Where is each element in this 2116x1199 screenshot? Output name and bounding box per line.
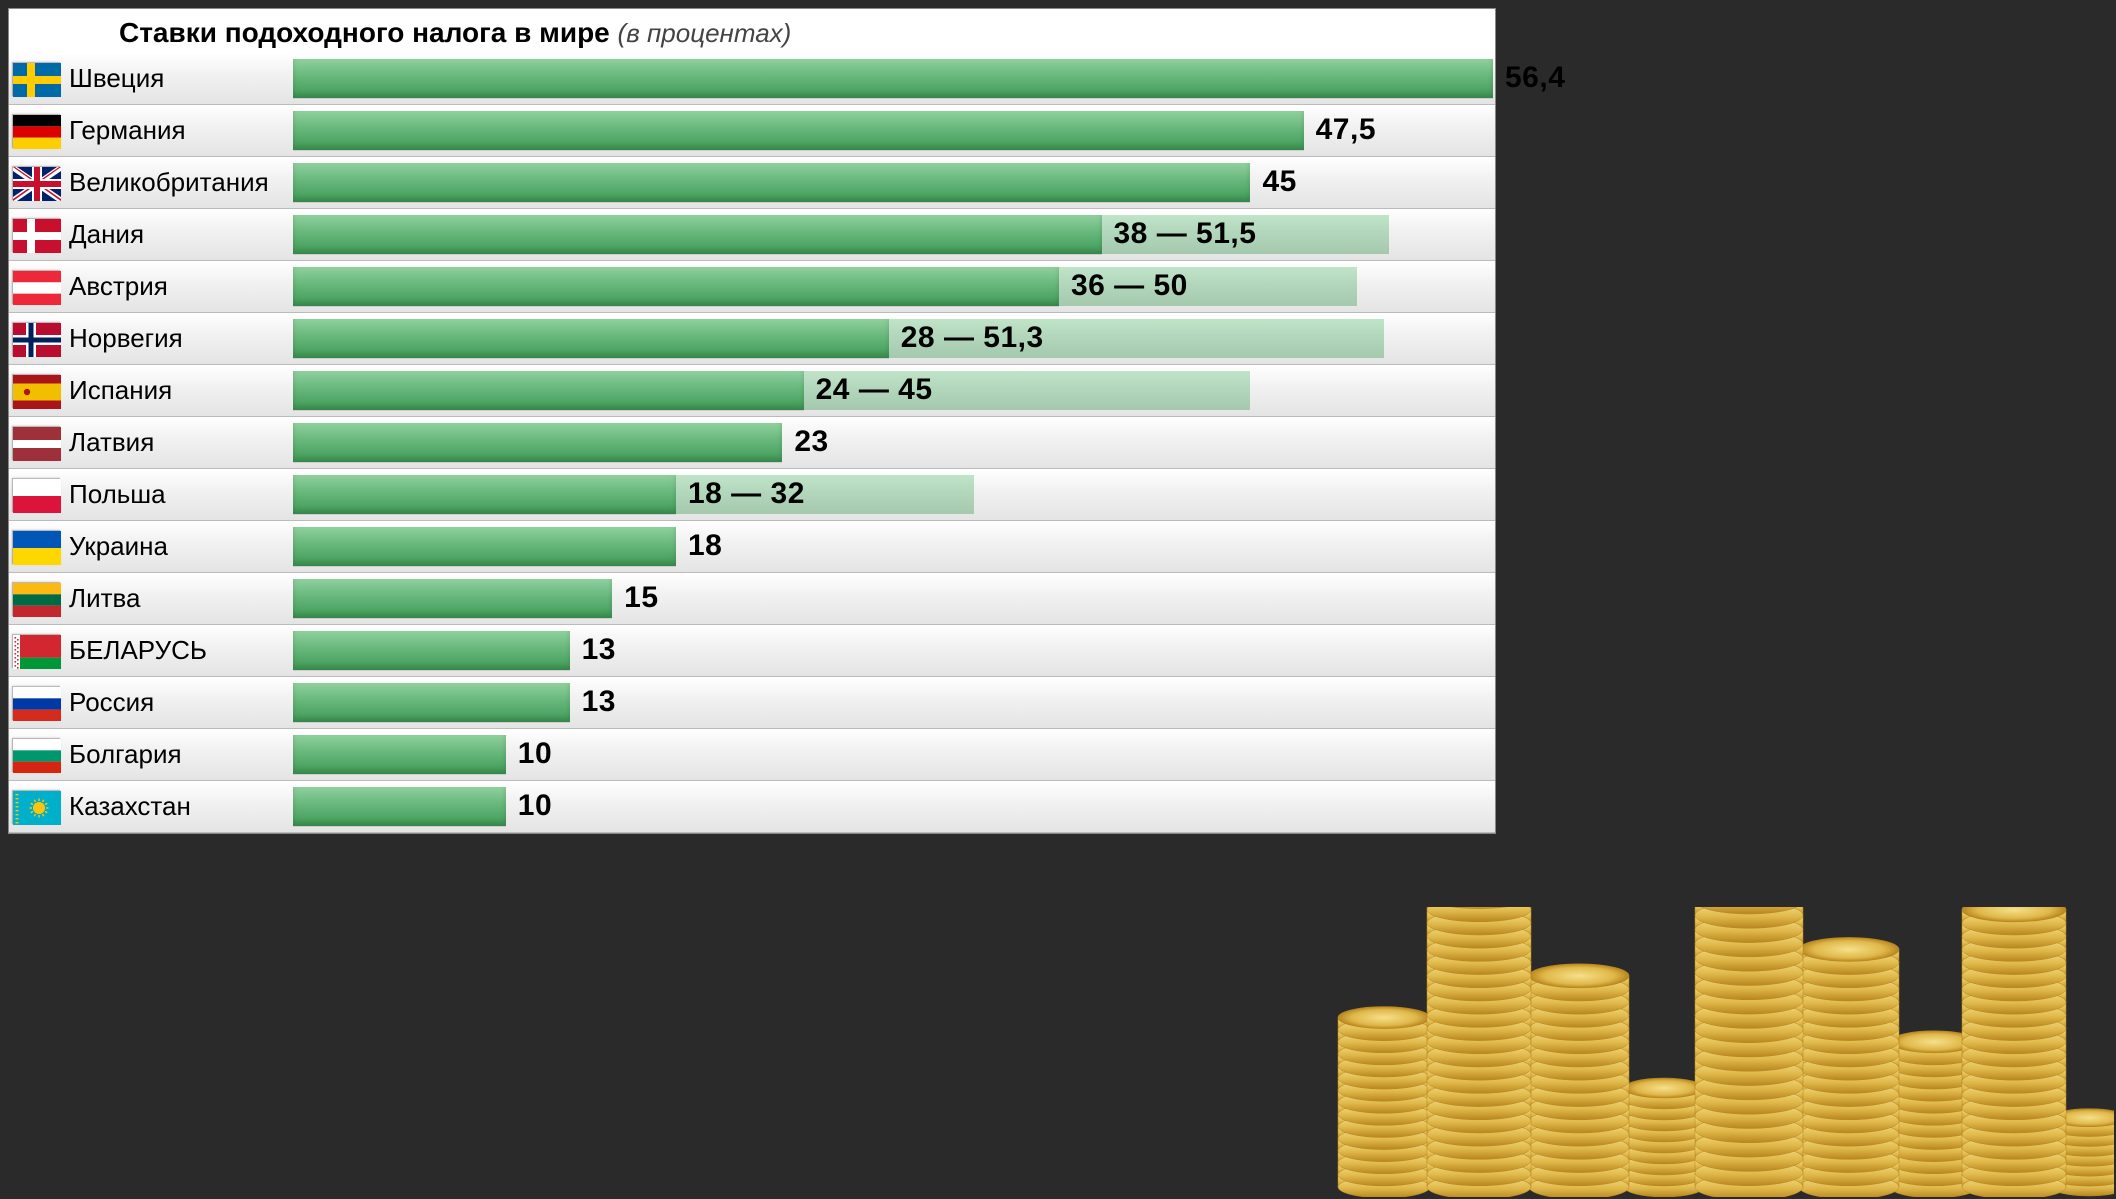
bar-main	[293, 215, 1102, 254]
coins-decorative-image	[1294, 907, 2114, 1197]
bar-area: 38 — 51,5	[293, 209, 1495, 260]
chart-row: Болгария 10	[9, 729, 1495, 781]
country-label: Испания	[63, 365, 293, 416]
chart-row: Латвия 23	[9, 417, 1495, 469]
bar-area: 10	[293, 729, 1495, 780]
bar-area: 28 — 51,3	[293, 313, 1495, 364]
chart-row: Казахстан 10	[9, 781, 1495, 833]
bar-main	[293, 111, 1304, 150]
chart-title-bold: Ставки подоходного налога в мире	[119, 17, 610, 48]
flag-germany-icon	[9, 105, 63, 156]
value-label: 56,4	[1505, 60, 1565, 94]
bar-area: 36 — 50	[293, 261, 1495, 312]
bar-main	[293, 579, 612, 618]
country-label: Россия	[63, 677, 293, 728]
bar-main	[293, 683, 570, 722]
value-label: 24 — 45	[816, 372, 933, 406]
country-label: Норвегия	[63, 313, 293, 364]
value-label: 28 — 51,3	[901, 320, 1044, 354]
value-label: 36 — 50	[1071, 268, 1188, 302]
flag-russia-icon	[9, 677, 63, 728]
bar-area: 10	[293, 781, 1495, 832]
country-label: Литва	[63, 573, 293, 624]
value-label: 13	[582, 684, 616, 718]
bar-area: 24 — 45	[293, 365, 1495, 416]
value-label: 13	[582, 632, 616, 666]
bar-area: 47,5	[293, 105, 1495, 156]
value-label: 38 — 51,5	[1114, 216, 1257, 250]
chart-row: Украина 18	[9, 521, 1495, 573]
value-label: 18	[688, 528, 722, 562]
bar-area: 18	[293, 521, 1495, 572]
chart-row: Испания 24 — 45	[9, 365, 1495, 417]
country-label: Казахстан	[63, 781, 293, 832]
value-label: 47,5	[1316, 112, 1376, 146]
bar-main	[293, 475, 676, 514]
chart-row: Норвегия 28 — 51,3	[9, 313, 1495, 365]
flag-denmark-icon	[9, 209, 63, 260]
bar-area: 15	[293, 573, 1495, 624]
country-label: Германия	[63, 105, 293, 156]
value-label: 10	[518, 788, 552, 822]
flag-norway-icon	[9, 313, 63, 364]
flag-uk-icon	[9, 157, 63, 208]
value-label: 23	[794, 424, 828, 458]
value-label: 10	[518, 736, 552, 770]
bar-area: 56,4	[293, 53, 1495, 104]
bar-area: 13	[293, 677, 1495, 728]
chart-row: Великобритания 45	[9, 157, 1495, 209]
chart-row: Австрия 36 — 50	[9, 261, 1495, 313]
country-label: Латвия	[63, 417, 293, 468]
chart-row: Дания 38 — 51,5	[9, 209, 1495, 261]
chart-title-italic: (в процентах)	[618, 18, 792, 48]
chart-row: Швеция56,4	[9, 53, 1495, 105]
chart-rows: Швеция56,4Германия 47,5 Великобритания 45 Да…	[9, 53, 1495, 833]
bar-main	[293, 527, 676, 566]
country-label: Дания	[63, 209, 293, 260]
chart-row: БЕЛАРУСЬ 13	[9, 625, 1495, 677]
flag-belarus-icon	[9, 625, 63, 676]
bar-main	[293, 423, 782, 462]
flag-bulgaria-icon	[9, 729, 63, 780]
chart-row: Германия 47,5	[9, 105, 1495, 157]
country-label: Швеция	[63, 53, 293, 104]
chart-title-row: Ставки подоходного налога в мире (в проц…	[9, 9, 1495, 53]
bar-main	[293, 319, 889, 358]
chart-row: Польша 18 — 32	[9, 469, 1495, 521]
flag-ukraine-icon	[9, 521, 63, 572]
flag-sweden-icon	[9, 53, 63, 104]
bar-main	[293, 735, 506, 774]
country-label: Болгария	[63, 729, 293, 780]
value-label: 45	[1262, 164, 1296, 198]
flag-austria-icon	[9, 261, 63, 312]
bar-main	[293, 787, 506, 826]
bar-area: 13	[293, 625, 1495, 676]
bar-main	[293, 631, 570, 670]
bar-main	[293, 59, 1493, 98]
country-label: Австрия	[63, 261, 293, 312]
country-label: Польша	[63, 469, 293, 520]
country-label: БЕЛАРУСЬ	[63, 625, 293, 676]
flag-poland-icon	[9, 469, 63, 520]
country-label: Великобритания	[63, 157, 293, 208]
flag-lithuania-icon	[9, 573, 63, 624]
bar-area: 45	[293, 157, 1495, 208]
bar-main	[293, 267, 1059, 306]
flag-spain-icon	[9, 365, 63, 416]
value-label: 15	[624, 580, 658, 614]
bar-area: 23	[293, 417, 1495, 468]
bar-main	[293, 371, 804, 410]
chart-row: Литва 15	[9, 573, 1495, 625]
bar-area: 18 — 32	[293, 469, 1495, 520]
country-label: Украина	[63, 521, 293, 572]
tax-rates-chart: Ставки подоходного налога в мире (в проц…	[8, 8, 1496, 834]
flag-kazakhstan-icon	[9, 781, 63, 832]
bar-main	[293, 163, 1250, 202]
value-label: 18 — 32	[688, 476, 805, 510]
chart-row: Россия 13	[9, 677, 1495, 729]
flag-latvia-icon	[9, 417, 63, 468]
